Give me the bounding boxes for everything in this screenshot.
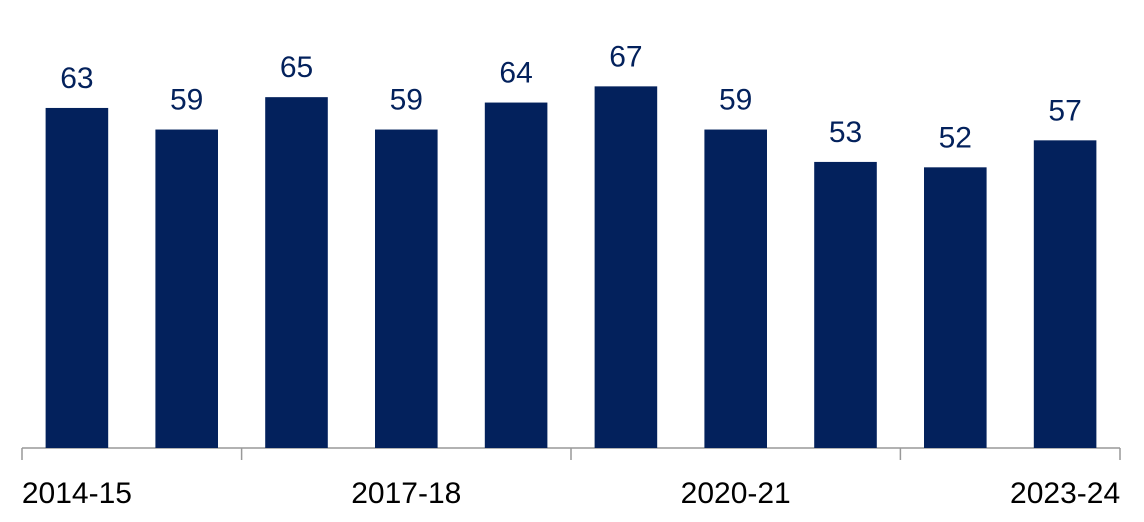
bar bbox=[45, 107, 109, 448]
bar bbox=[594, 86, 658, 448]
bar bbox=[484, 102, 548, 449]
bar bbox=[265, 97, 328, 449]
value-label: 64 bbox=[499, 57, 532, 90]
x-tick-label: 2017-18 bbox=[351, 477, 461, 510]
bar bbox=[924, 167, 987, 448]
x-tick-label: 2023-24 bbox=[1010, 477, 1120, 510]
value-label: 59 bbox=[390, 84, 423, 117]
x-tick-label: 2020-21 bbox=[681, 477, 791, 510]
bar bbox=[1033, 140, 1097, 449]
bar bbox=[704, 129, 767, 448]
value-label: 65 bbox=[280, 51, 313, 84]
value-label: 53 bbox=[829, 116, 862, 149]
value-label: 59 bbox=[170, 84, 203, 117]
x-tick-label: 2014-15 bbox=[22, 477, 132, 510]
value-label: 57 bbox=[1048, 94, 1081, 127]
bar bbox=[375, 129, 438, 448]
value-label: 63 bbox=[60, 62, 93, 95]
value-label: 52 bbox=[939, 121, 972, 154]
value-label: 67 bbox=[609, 40, 642, 73]
bar bbox=[814, 161, 877, 448]
value-label: 59 bbox=[719, 84, 752, 117]
bar bbox=[155, 129, 218, 448]
